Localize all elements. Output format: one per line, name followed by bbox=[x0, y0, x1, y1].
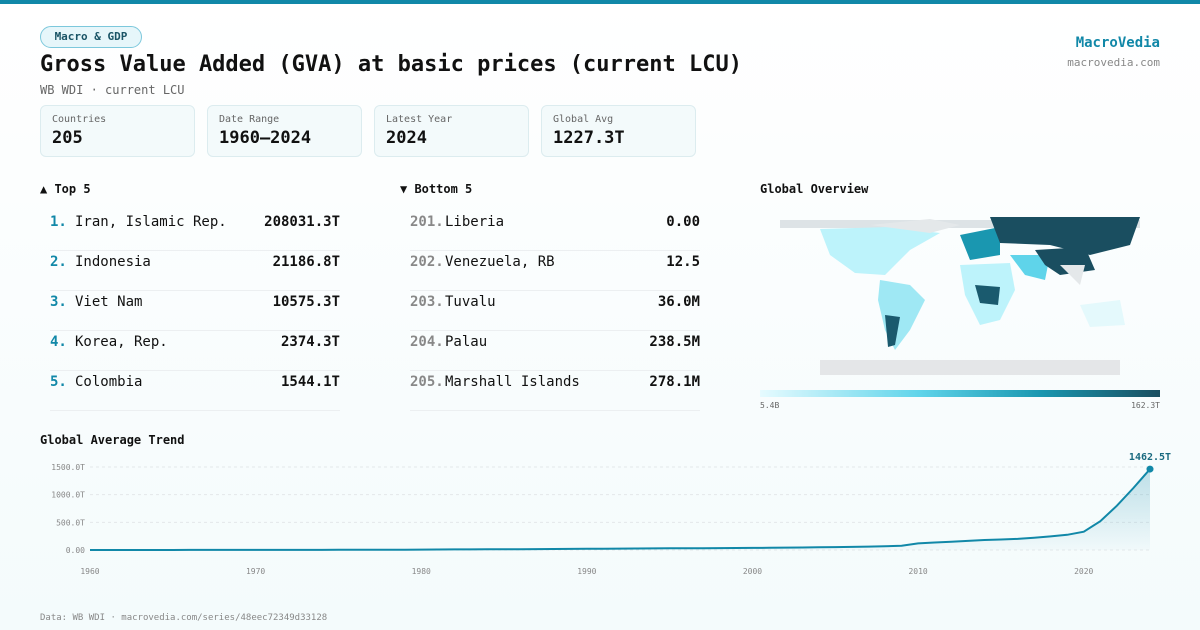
list-row[interactable]: 2. Indonesia 21186.8T bbox=[50, 250, 340, 291]
list-row[interactable]: 203. Tuvalu 36.0M bbox=[410, 290, 700, 331]
rank: 3. bbox=[50, 294, 67, 310]
russia[interactable] bbox=[990, 217, 1140, 255]
value: 12.5 bbox=[666, 254, 700, 270]
country: Marshall Islands bbox=[445, 374, 580, 390]
country: Korea, Rep. bbox=[75, 334, 168, 350]
x-tick-label: 1970 bbox=[246, 567, 265, 576]
bottom-title: ▼ Bottom 5 bbox=[400, 182, 473, 196]
page-title: Gross Value Added (GVA) at basic prices … bbox=[40, 52, 742, 77]
rank: 203. bbox=[410, 294, 444, 310]
map: 5.4B 162.3T bbox=[760, 217, 1160, 410]
south-america[interactable] bbox=[878, 280, 925, 350]
brand[interactable]: MacroVedia bbox=[1075, 35, 1160, 51]
chart-title: Global Average Trend bbox=[40, 433, 185, 447]
rank: 1. bbox=[50, 214, 67, 230]
list-row[interactable]: 1. Iran, Islamic Rep. 208031.3T bbox=[50, 210, 340, 251]
top-title: ▲ Top 5 bbox=[40, 182, 91, 196]
category-tag[interactable]: Macro & GDP bbox=[40, 26, 142, 48]
stat-label: Countries bbox=[52, 114, 107, 125]
value: 1544.1T bbox=[280, 374, 340, 390]
list-row[interactable]: 3. Viet Nam 10575.3T bbox=[50, 290, 340, 331]
x-tick-label: 1990 bbox=[577, 567, 596, 576]
legend-max: 162.3T bbox=[1131, 401, 1160, 410]
x-tick-label: 1960 bbox=[80, 567, 99, 576]
rank: 201. bbox=[410, 214, 444, 230]
value: 0.00 bbox=[666, 214, 700, 230]
rank: 5. bbox=[50, 374, 67, 390]
stat-value: 1227.3T bbox=[553, 128, 625, 148]
value: 10575.3T bbox=[272, 294, 340, 310]
value: 2374.3T bbox=[280, 334, 340, 350]
stat-value: 205 bbox=[52, 128, 83, 148]
stat-label: Global Avg bbox=[553, 114, 614, 125]
list-row[interactable]: 204. Palau 238.5M bbox=[410, 330, 700, 371]
y-tick-label: 1500.0T bbox=[51, 463, 85, 472]
stat-label: Latest Year bbox=[386, 114, 453, 125]
stat-card: Date Range 1960–2024 bbox=[207, 105, 362, 157]
argentina[interactable] bbox=[885, 315, 900, 347]
australia[interactable] bbox=[1080, 300, 1125, 327]
list-row[interactable]: 202. Venezuela, RB 12.5 bbox=[410, 250, 700, 291]
value: 21186.8T bbox=[272, 254, 340, 270]
value: 36.0M bbox=[657, 294, 700, 310]
rank: 2. bbox=[50, 254, 67, 270]
color-legend bbox=[760, 390, 1160, 397]
list-row[interactable]: 205. Marshall Islands 278.1M bbox=[410, 370, 700, 411]
value: 238.5M bbox=[649, 334, 700, 350]
x-tick-label: 2020 bbox=[1074, 567, 1093, 576]
top-bar bbox=[0, 0, 1200, 4]
north-america[interactable] bbox=[820, 227, 940, 275]
x-tick-label: 1980 bbox=[412, 567, 431, 576]
country: Venezuela, RB bbox=[445, 254, 555, 270]
list-row[interactable]: 5. Colombia 1544.1T bbox=[50, 370, 340, 411]
greenland[interactable] bbox=[870, 219, 960, 233]
antarctica bbox=[820, 360, 1120, 375]
y-tick-label: 1000.0T bbox=[51, 491, 85, 500]
stat-value: 1960–2024 bbox=[219, 128, 312, 148]
country: Liberia bbox=[445, 214, 505, 230]
x-tick-label: 2010 bbox=[908, 567, 927, 576]
rank: 202. bbox=[410, 254, 444, 270]
rank: 4. bbox=[50, 334, 67, 350]
country: Indonesia bbox=[75, 254, 151, 270]
stat-label: Date Range bbox=[219, 114, 280, 125]
list-row[interactable]: 201. Liberia 0.00 bbox=[410, 210, 700, 251]
trend-chart: 0.00 500.0T 1000.0T 1500.0T 1960 1970 1980 1990… bbox=[51, 452, 1171, 576]
country: Viet Nam bbox=[75, 294, 143, 310]
rank: 204. bbox=[410, 334, 444, 350]
list-row[interactable]: 4. Korea, Rep. 2374.3T bbox=[50, 330, 340, 371]
stat-card: Countries 205 bbox=[40, 105, 195, 157]
y-tick-label: 500.0T bbox=[56, 518, 85, 527]
nigeria[interactable] bbox=[975, 285, 1000, 305]
y-tick-label: 0.00 bbox=[66, 546, 85, 555]
end-point bbox=[1146, 465, 1154, 473]
stat-card: Global Avg 1227.3T bbox=[541, 105, 696, 157]
middle-east[interactable] bbox=[1010, 255, 1050, 280]
value: 278.1M bbox=[649, 374, 700, 390]
site: macrovedia.com bbox=[1067, 56, 1160, 69]
footer: Data: WB WDI · macrovedia.com/series/48e… bbox=[40, 613, 328, 623]
x-tick-label: 2000 bbox=[743, 567, 762, 576]
value-label: 1462.5T bbox=[1129, 452, 1171, 463]
stat-value: 2024 bbox=[386, 128, 427, 148]
country: Tuvalu bbox=[445, 294, 496, 310]
southeast-asia[interactable] bbox=[1060, 265, 1085, 285]
subtitle: WB WDI · current LCU bbox=[40, 83, 185, 97]
country: Palau bbox=[445, 334, 488, 350]
rank: 205. bbox=[410, 374, 444, 390]
legend-min: 5.4B bbox=[760, 401, 779, 410]
country: Colombia bbox=[75, 374, 143, 390]
trend-line bbox=[90, 468, 1151, 551]
map-title: Global Overview bbox=[760, 182, 869, 196]
arctic bbox=[780, 220, 1140, 228]
value: 208031.3T bbox=[264, 214, 340, 230]
trend-area bbox=[90, 469, 1150, 550]
stat-card: Latest Year 2024 bbox=[374, 105, 529, 157]
europe[interactable] bbox=[960, 227, 1000, 260]
country: Iran, Islamic Rep. bbox=[75, 214, 227, 230]
